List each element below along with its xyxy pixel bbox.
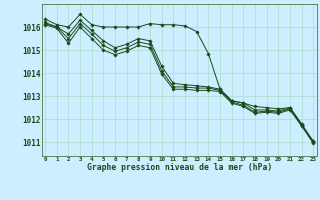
X-axis label: Graphe pression niveau de la mer (hPa): Graphe pression niveau de la mer (hPa) bbox=[87, 163, 272, 172]
